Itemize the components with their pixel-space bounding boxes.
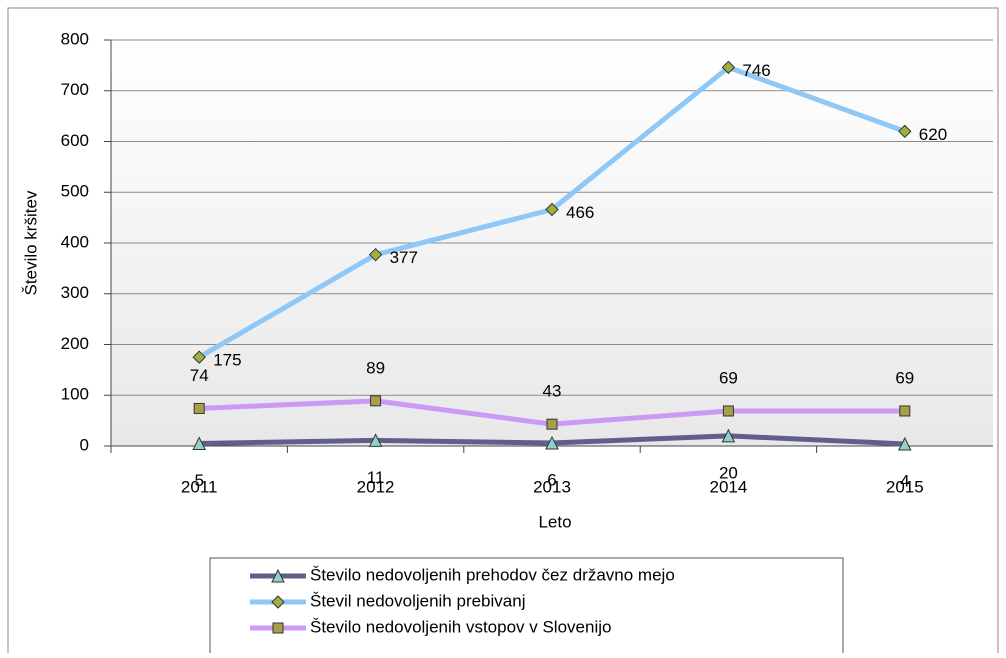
legend-label: Število nedovoljenih prehodov čez državn… xyxy=(310,565,675,584)
x-tick-label: 2012 xyxy=(357,477,395,496)
x-tick-label: 2013 xyxy=(533,477,571,496)
data-label: 43 xyxy=(543,382,562,401)
marker xyxy=(899,405,911,417)
y-tick-label: 600 xyxy=(61,131,89,150)
data-label: 377 xyxy=(390,248,418,267)
marker xyxy=(368,247,383,262)
data-label: 20 xyxy=(719,463,738,482)
marker xyxy=(898,124,912,139)
x-tick-label: 2015 xyxy=(886,477,924,496)
data-label: 69 xyxy=(719,368,738,387)
data-label: 746 xyxy=(742,61,770,80)
x-tick-label: 2014 xyxy=(709,477,747,496)
y-tick-label: 500 xyxy=(61,182,89,201)
data-label: 69 xyxy=(895,368,914,387)
marker xyxy=(545,435,559,450)
marker xyxy=(721,60,736,75)
data-label: 4 xyxy=(900,471,909,490)
data-label: 175 xyxy=(213,351,241,370)
data-label: 466 xyxy=(566,203,594,222)
y-tick-label: 100 xyxy=(61,385,89,404)
y-axis-label: Število kršitev xyxy=(21,190,40,295)
marker xyxy=(271,595,285,609)
marker xyxy=(193,402,205,414)
marker xyxy=(722,405,734,417)
marker xyxy=(370,395,382,407)
x-tick-label: 2011 xyxy=(181,477,218,496)
y-tick-label: 0 xyxy=(80,435,89,454)
marker xyxy=(368,433,383,447)
marker xyxy=(192,350,206,364)
marker xyxy=(192,436,207,450)
marker xyxy=(897,436,912,451)
data-label: 74 xyxy=(190,366,209,385)
marker xyxy=(545,202,559,217)
legend-label: Število nedovoljenih vstopov v Slovenijo xyxy=(310,617,611,636)
y-tick-label: 400 xyxy=(61,232,89,251)
data-label: 5 xyxy=(194,471,203,490)
x-axis-label: Leto xyxy=(538,512,571,531)
marker xyxy=(546,418,558,430)
marker xyxy=(272,622,284,634)
y-tick-label: 700 xyxy=(61,80,89,99)
marker xyxy=(271,568,285,583)
data-label: 620 xyxy=(919,125,947,144)
data-label: 6 xyxy=(547,470,556,489)
legend-box xyxy=(209,557,844,658)
data-label: 11 xyxy=(367,468,385,487)
y-tick-label: 800 xyxy=(61,29,89,48)
legend-label: Števil nedovoljenih prebivanj xyxy=(310,591,525,610)
marker xyxy=(721,428,736,443)
y-tick-label: 200 xyxy=(61,334,89,353)
data-label: 89 xyxy=(366,358,385,377)
y-tick-label: 300 xyxy=(61,283,89,302)
